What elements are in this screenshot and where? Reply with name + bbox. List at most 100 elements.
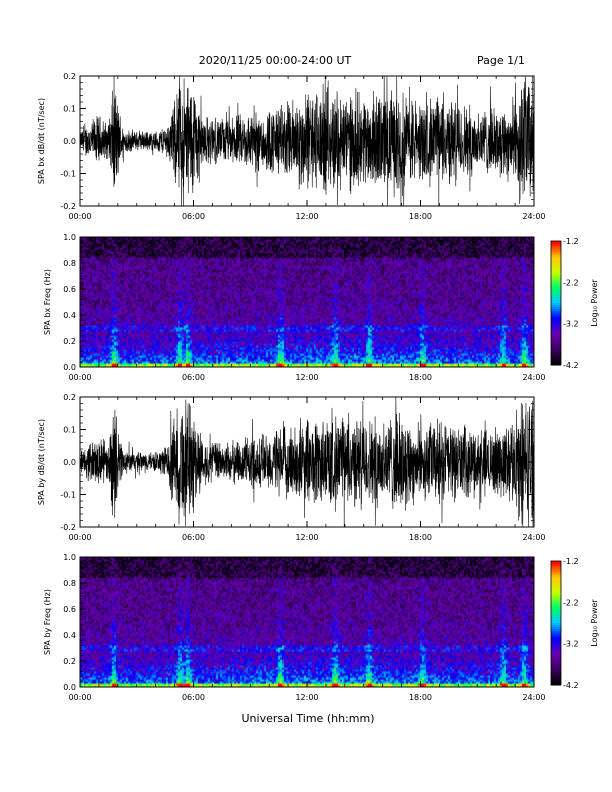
- colorbar-segment: [551, 251, 561, 254]
- colorbar-segment: [551, 563, 561, 566]
- colorbar-segment: [551, 319, 561, 323]
- x-tick-label: 12:00: [295, 212, 318, 221]
- colorbar-frame: [550, 240, 562, 366]
- colorbar-segment: [551, 305, 561, 308]
- colorbar-segment: [551, 334, 561, 337]
- colorbar-segment: [551, 340, 561, 343]
- x-tick-label: 24:00: [522, 533, 545, 542]
- colorbar-segment: [551, 282, 561, 285]
- colorbar-segment: [551, 583, 561, 587]
- colorbar-segment: [551, 602, 561, 605]
- colorbar-segment: [551, 682, 561, 686]
- colorbar-tick-label: -2.2: [563, 278, 579, 287]
- y-tick-label: 0.4: [63, 311, 76, 320]
- figure-title: 2020/11/25 00:00-24:00 UT: [199, 54, 352, 67]
- x-tick-label: 06:00: [182, 212, 205, 221]
- colorbar-segment: [551, 348, 561, 352]
- colorbar-segment: [551, 362, 561, 366]
- colorbar-segment: [551, 358, 561, 362]
- colorbar-segment: [551, 629, 561, 632]
- y-axis-label: SPA by dB/dt (nT/sec): [37, 419, 46, 505]
- y-tick-label: 0.6: [63, 285, 76, 294]
- colorbar-tick-label: -4.2: [563, 361, 579, 370]
- dbdt-series-line: [79, 396, 535, 528]
- y-tick-label: 0.1: [63, 105, 76, 114]
- y-tick-label: 0.4: [63, 631, 76, 640]
- spectrogram-image: [80, 557, 534, 687]
- colorbar-tick-label: -1.2: [563, 237, 579, 246]
- x-axis-title: Universal Time (hh:mm): [242, 712, 375, 725]
- colorbar-segment: [551, 290, 561, 294]
- colorbar: -1.2 -2.2 -3.2 -4.2 Log₁₀ Power: [550, 557, 599, 690]
- colorbar-segment: [551, 298, 561, 302]
- colorbar-segment: [551, 280, 561, 283]
- colorbar-frame: [550, 560, 562, 686]
- colorbar-segment: [551, 331, 561, 335]
- y-tick-label: 0.2: [63, 393, 76, 402]
- colorbar-segment: [551, 577, 561, 581]
- colorbar-segment: [551, 317, 561, 321]
- colorbar-tick-label: -1.2: [563, 557, 579, 566]
- colorbar-segment: [551, 294, 561, 298]
- colorbar-segment: [551, 336, 561, 339]
- colorbar-segment: [551, 338, 561, 341]
- colorbar-segment: [551, 612, 561, 616]
- x-tick-label: 18:00: [409, 373, 432, 382]
- colorbar-segment: [551, 296, 561, 300]
- colorbar-segment: [551, 354, 561, 358]
- colorbar-segment: [551, 654, 561, 657]
- colorbar-segment: [551, 639, 561, 643]
- colorbar-segment: [551, 614, 561, 618]
- colorbar-segment: [551, 589, 561, 593]
- y-tick-label: 0.0: [63, 363, 76, 372]
- colorbar-segment: [551, 356, 561, 360]
- colorbar-segment: [551, 265, 561, 269]
- colorbar-segment: [551, 606, 561, 610]
- colorbar-segment: [551, 286, 561, 290]
- colorbar-tick-label: -2.2: [563, 598, 579, 607]
- colorbar-segment: [551, 249, 561, 252]
- colorbar-segment: [551, 259, 561, 263]
- spectrogram-image: [80, 237, 534, 367]
- colorbar-segment: [551, 666, 561, 669]
- colorbar-segment: [551, 592, 561, 595]
- colorbar-segment: [551, 346, 561, 349]
- y-tick-label: 1.0: [63, 233, 76, 242]
- y-tick-label: 0.0: [63, 137, 76, 146]
- y-tick-label: -0.2: [60, 202, 76, 211]
- colorbar-segment: [551, 327, 561, 331]
- colorbar-segment: [551, 247, 561, 250]
- colorbar-segment: [551, 561, 561, 564]
- colorbar-segment: [551, 311, 561, 314]
- panels: 00:00 06:00 12:00 18:00 24:00 -0.2 -0.1 0.0 0.1 0…: [37, 72, 599, 702]
- colorbar-segment: [551, 344, 561, 347]
- colorbar-segment: [551, 637, 561, 641]
- x-tick-label: 00:00: [68, 212, 91, 221]
- x-tick-label: 00:00: [68, 693, 91, 702]
- colorbar-segment: [551, 288, 561, 292]
- x-tick-label: 18:00: [409, 212, 432, 221]
- colorbar-segment: [551, 567, 561, 570]
- colorbar-segment: [551, 352, 561, 356]
- x-tick-label: 18:00: [409, 693, 432, 702]
- colorbar-segment: [551, 660, 561, 663]
- colorbar-segment: [551, 680, 561, 684]
- colorbar-segment: [551, 598, 561, 601]
- page-indicator: Page 1/1: [477, 54, 525, 67]
- colorbar-segment: [551, 600, 561, 603]
- colorbar-segment: [551, 662, 561, 665]
- colorbar-segment: [551, 276, 561, 279]
- colorbar-segment: [551, 581, 561, 585]
- colorbar-segment: [551, 255, 561, 259]
- colorbar-segment: [551, 651, 561, 655]
- y-axis-label: SPA bx Freq (Hz): [43, 269, 52, 335]
- colorbar-segment: [551, 596, 561, 599]
- colorbar-segment: [551, 303, 561, 306]
- x-tick-label: 12:00: [295, 693, 318, 702]
- colorbar-segment: [551, 656, 561, 659]
- colorbar-segment: [551, 616, 561, 620]
- colorbar-segment: [551, 278, 561, 281]
- colorbar-segment: [551, 587, 561, 591]
- colorbar-segment: [551, 245, 561, 248]
- timeseries-panel-1: 00:00 06:00 12:00 18:00 24:00 -0.2 -0.1 0.0 0.1 0…: [37, 72, 546, 221]
